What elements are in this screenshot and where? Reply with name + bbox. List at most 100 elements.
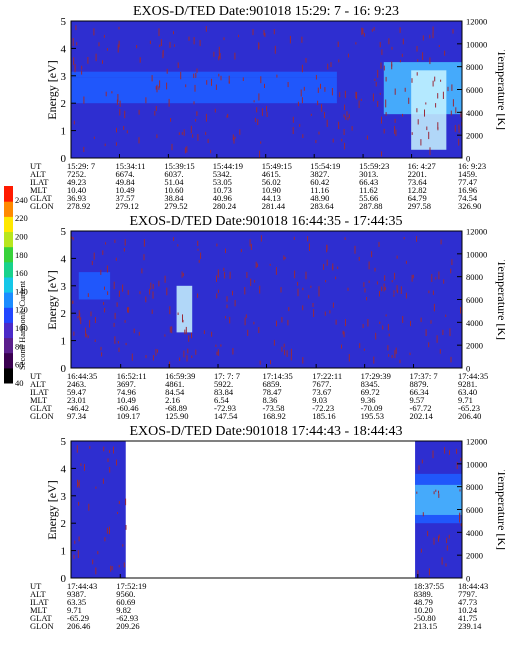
- ephemeris-row-label: GLAT: [30, 613, 53, 623]
- ephemeris-cell: 17:44:35: [458, 371, 488, 381]
- ephemeris-cell: 12.82: [408, 185, 427, 195]
- ephemeris-cell: 60.69: [116, 597, 135, 607]
- noise-mark: [381, 151, 382, 157]
- ephemeris-cell: 8389.: [414, 589, 433, 599]
- noise-mark: [404, 87, 406, 92]
- noise-mark: [173, 44, 175, 47]
- noise-mark: [269, 263, 271, 266]
- noise-mark: [128, 307, 130, 313]
- noise-mark: [289, 35, 291, 44]
- noise-mark: [376, 281, 378, 285]
- ephemeris-cell: 44.13: [262, 193, 281, 203]
- noise-mark: [84, 464, 85, 471]
- noise-mark: [104, 143, 106, 147]
- noise-mark: [405, 292, 407, 299]
- ephemeris-cell: 2.16: [165, 395, 180, 405]
- ephemeris-cell: 4861.: [165, 379, 184, 389]
- noise-mark: [254, 279, 256, 283]
- noise-mark: [378, 241, 380, 247]
- noise-mark: [381, 49, 383, 55]
- ephemeris-cell: 84.54: [165, 387, 185, 397]
- noise-mark: [366, 297, 368, 301]
- noise-mark: [383, 65, 385, 71]
- noise-mark: [460, 457, 462, 462]
- noise-mark: [416, 491, 418, 494]
- noise-mark: [380, 62, 382, 69]
- noise-mark: [109, 526, 110, 535]
- noise-mark: [145, 97, 147, 104]
- noise-mark: [439, 349, 441, 354]
- noise-mark: [159, 80, 161, 88]
- noise-mark: [136, 45, 138, 49]
- ephemeris-cell: 17:44:43: [67, 581, 97, 591]
- noise-mark: [256, 107, 258, 113]
- noise-mark: [354, 245, 356, 254]
- noise-mark: [344, 142, 346, 150]
- noise-mark: [254, 117, 256, 123]
- ephemeris-cell: 40.96: [213, 193, 232, 203]
- noise-mark: [301, 36, 303, 43]
- noise-mark: [416, 46, 418, 52]
- noise-mark: [192, 134, 194, 138]
- ephemeris-cell: 195.53: [361, 411, 384, 421]
- spectrogram-data: [71, 21, 462, 158]
- noise-mark: [367, 319, 369, 327]
- ephemeris-cell: 97.34: [67, 411, 87, 421]
- noise-mark: [93, 136, 95, 139]
- noise-mark: [107, 458, 109, 462]
- noise-mark: [92, 559, 94, 565]
- noise-mark: [229, 316, 231, 324]
- ephemeris-row-label: GLON: [30, 411, 54, 421]
- ephemeris-cell: 63.40: [458, 387, 477, 397]
- noise-mark: [355, 42, 357, 45]
- noise-mark: [138, 109, 140, 115]
- noise-mark: [101, 352, 103, 357]
- noise-mark: [301, 97, 303, 104]
- ephemeris-cell: 7677.: [312, 379, 331, 389]
- noise-mark: [358, 256, 360, 261]
- noise-mark: [91, 260, 93, 266]
- noise-mark: [395, 129, 397, 137]
- noise-mark: [361, 27, 363, 35]
- ephemeris-row-label: UT: [30, 581, 42, 591]
- noise-mark: [341, 344, 342, 349]
- ephemeris-cell: 278.92: [67, 201, 90, 211]
- y-tick-label: 5: [61, 436, 67, 448]
- noise-mark: [259, 150, 261, 158]
- y-tick-label: 1: [61, 126, 67, 138]
- noise-mark: [302, 357, 304, 364]
- noise-mark: [391, 61, 393, 67]
- colorbar-tick-label: 80: [15, 341, 24, 351]
- noise-mark: [211, 331, 213, 337]
- noise-mark: [216, 275, 217, 282]
- noise-mark: [164, 275, 166, 283]
- ephemeris-cell: 109.17: [117, 411, 140, 421]
- noise-mark: [293, 236, 295, 240]
- noise-mark: [429, 34, 431, 39]
- noise-mark: [377, 69, 379, 78]
- noise-mark: [89, 320, 91, 328]
- noise-mark: [438, 536, 439, 542]
- noise-mark: [226, 304, 228, 309]
- noise-mark: [149, 288, 151, 295]
- noise-mark: [281, 317, 283, 323]
- ephemeris-cell: 83.84: [214, 387, 234, 397]
- y-tick-label: 2: [61, 518, 67, 530]
- noise-mark: [81, 65, 83, 70]
- noise-mark: [166, 287, 168, 296]
- noise-mark: [297, 281, 299, 286]
- noise-mark: [184, 329, 186, 335]
- noise-mark: [363, 282, 365, 288]
- noise-mark: [307, 236, 309, 242]
- noise-mark: [216, 293, 218, 299]
- noise-mark: [332, 138, 334, 143]
- noise-mark: [374, 78, 376, 81]
- noise-mark: [424, 109, 425, 117]
- noise-mark: [78, 536, 80, 542]
- noise-mark: [399, 59, 401, 63]
- ephemeris-cell: 168.92: [263, 411, 286, 421]
- noise-mark: [151, 75, 153, 82]
- noise-mark: [399, 359, 401, 364]
- ephemeris-cell: 56.02: [262, 177, 281, 187]
